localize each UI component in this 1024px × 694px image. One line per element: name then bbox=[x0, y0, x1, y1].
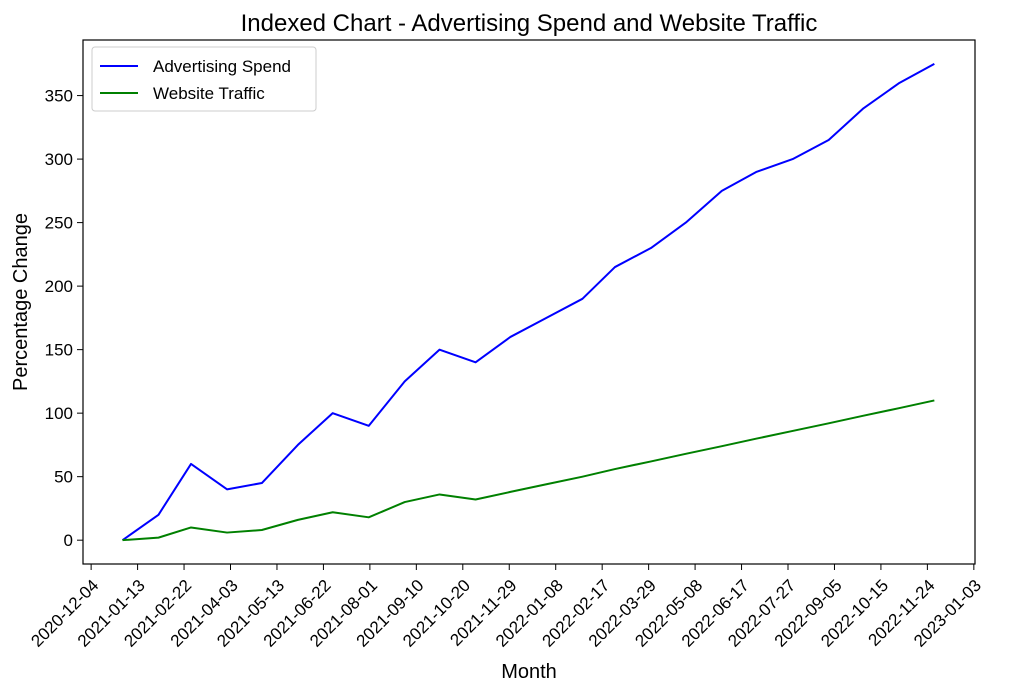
chart-title: Indexed Chart - Advertising Spend and We… bbox=[241, 10, 818, 37]
x-axis-title: Month bbox=[501, 661, 557, 683]
legend-label-website-traffic: Website Traffic bbox=[153, 84, 265, 103]
plot-area bbox=[82, 39, 976, 565]
y-tick-label: 250 bbox=[45, 214, 73, 233]
y-tick-label: 100 bbox=[45, 404, 73, 423]
y-axis-title: Percentage Change bbox=[10, 213, 32, 391]
legend-box bbox=[91, 46, 317, 112]
y-tick-label: 0 bbox=[64, 531, 73, 550]
legend-label-advertising-spend: Advertising Spend bbox=[153, 57, 291, 76]
series-line-advertising-spend bbox=[121, 62, 935, 541]
y-axis: 0 50 100 150 200 250 300 350 bbox=[45, 87, 83, 550]
y-tick-label: 350 bbox=[45, 87, 73, 106]
y-tick-label: 200 bbox=[45, 277, 73, 296]
y-tick-label: 300 bbox=[45, 150, 73, 169]
y-tick-label: 50 bbox=[54, 468, 73, 487]
legend: Advertising Spend Website Traffic bbox=[91, 46, 317, 112]
series-layer bbox=[121, 62, 935, 542]
y-tick-label: 150 bbox=[45, 341, 73, 360]
series-line-website-traffic bbox=[122, 399, 935, 542]
plot-frame bbox=[82, 39, 976, 565]
